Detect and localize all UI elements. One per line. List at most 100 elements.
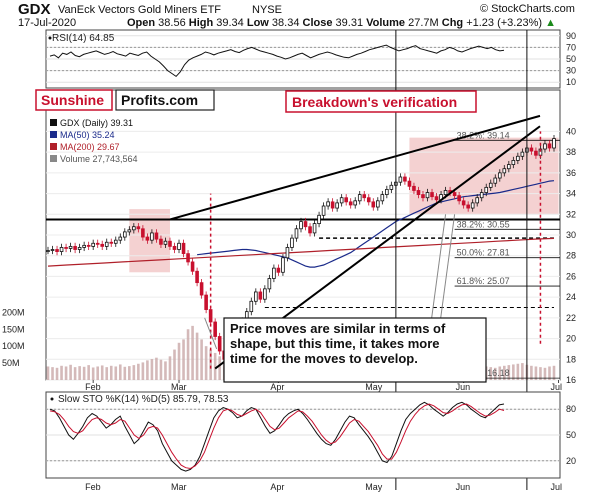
fib-label: 38.2%: 39.14 [457,130,510,140]
brand-logo-box-2 [115,89,215,111]
candle-body [366,197,371,203]
stoch-tick-label: 50 [566,430,576,440]
volume-bar [100,365,104,380]
candle-body [497,172,502,179]
fib-label: 61.8%: 25.07 [457,276,510,286]
candle-body [543,143,547,150]
candle-body [118,236,123,241]
candle-body [547,143,552,149]
annotation-title: Breakdown's verification [292,94,457,110]
candle-body [371,201,376,208]
quote-value-volume: 27.7M [408,17,442,29]
candle-body [64,247,68,249]
price-legend-swatch [50,131,57,138]
rsi-line [49,44,505,78]
volume-bar [200,339,203,380]
volume-bar [498,366,502,380]
candle-body [353,200,358,206]
stoch-month-label: Jul [551,482,563,492]
quote-label-volume: Volume [366,17,409,29]
candle-body [91,242,95,247]
candle-body [344,197,348,203]
volume-bar [82,366,86,380]
stoch-month-label: Feb [85,482,101,492]
fib-label: 50.0%: 27.81 [457,248,510,258]
stoch-line-d [49,403,505,470]
price-tick-label: 30 [566,230,576,240]
candle-body [263,288,267,300]
volume-bar [182,339,185,380]
month-label: May [365,382,383,392]
candle-body [285,247,290,259]
candle-body [403,176,407,182]
price-tick-label: 22 [566,313,576,323]
candle-body [272,267,276,279]
candle-body [339,197,344,204]
quote-value-open: 38.56 [158,17,189,29]
candle-body [475,197,479,204]
candle-body [258,291,263,300]
volume-tick-label: 200M [2,307,25,317]
volume-bar [552,365,556,380]
candle-body [380,194,385,202]
candle-body [249,300,254,313]
candle-body [123,231,127,238]
candle-body [511,160,516,165]
candle-body [281,257,285,273]
annotation-note-box [223,317,487,383]
candle-body [145,236,150,241]
candle-body [68,245,73,249]
candle-body [348,201,353,206]
candle-body [254,291,258,302]
ma200-line [47,237,555,267]
rsi-tick-label: 50 [566,54,576,64]
volume-bar [91,367,95,380]
candle-body [484,186,489,193]
candle-body [552,138,556,149]
candle-body [330,201,335,209]
candle-body [385,189,389,196]
price-legend-label: Volume 27,743,564 [60,154,138,164]
volume-bar [96,366,99,380]
rsi-legend-icon [48,36,52,40]
volume-bar [548,366,551,380]
candle-body [502,168,507,174]
candle-body [95,242,100,245]
rsi-tick-label: 90 [566,31,576,41]
volume-bar [118,364,122,380]
candle-body [434,196,439,201]
candle-body [163,240,168,245]
candle-body [466,204,470,209]
candle-body [290,237,294,248]
quote-label-low: Low [246,17,272,29]
candle-body [362,194,367,199]
rsi-legend: RSI(14) 64.85 [52,33,115,44]
candle-body [321,205,326,216]
quote-value-close: 39.31 [335,17,367,29]
candle-body [100,243,105,247]
volume-bar [78,366,81,380]
stoch-tick-label: 80 [566,404,576,414]
volume-bar [114,366,118,380]
upper-trendline [169,114,541,221]
candle-body [312,223,317,234]
stoch-month-label: May [365,482,383,492]
candle-body [407,180,412,187]
stoch-month-label: Apr [270,482,284,492]
brand-logo-part2: Profits.com [121,92,198,108]
rsi-tick-label: 10 [566,77,576,87]
candle-body [132,226,136,231]
volume-bar [173,349,176,380]
candle-body [326,201,330,207]
volume-bar [146,360,149,380]
price-tick-label: 26 [566,271,576,281]
candle-body [154,232,159,240]
annotation-note: Price moves are similar in terms ofshape… [223,317,487,383]
candle-body [109,241,114,244]
volume-bar [159,359,163,380]
candle-body [82,244,86,248]
volume-bar [109,365,113,380]
candle-body [136,226,141,230]
volume-bar [137,363,140,380]
candle-body [190,261,195,272]
